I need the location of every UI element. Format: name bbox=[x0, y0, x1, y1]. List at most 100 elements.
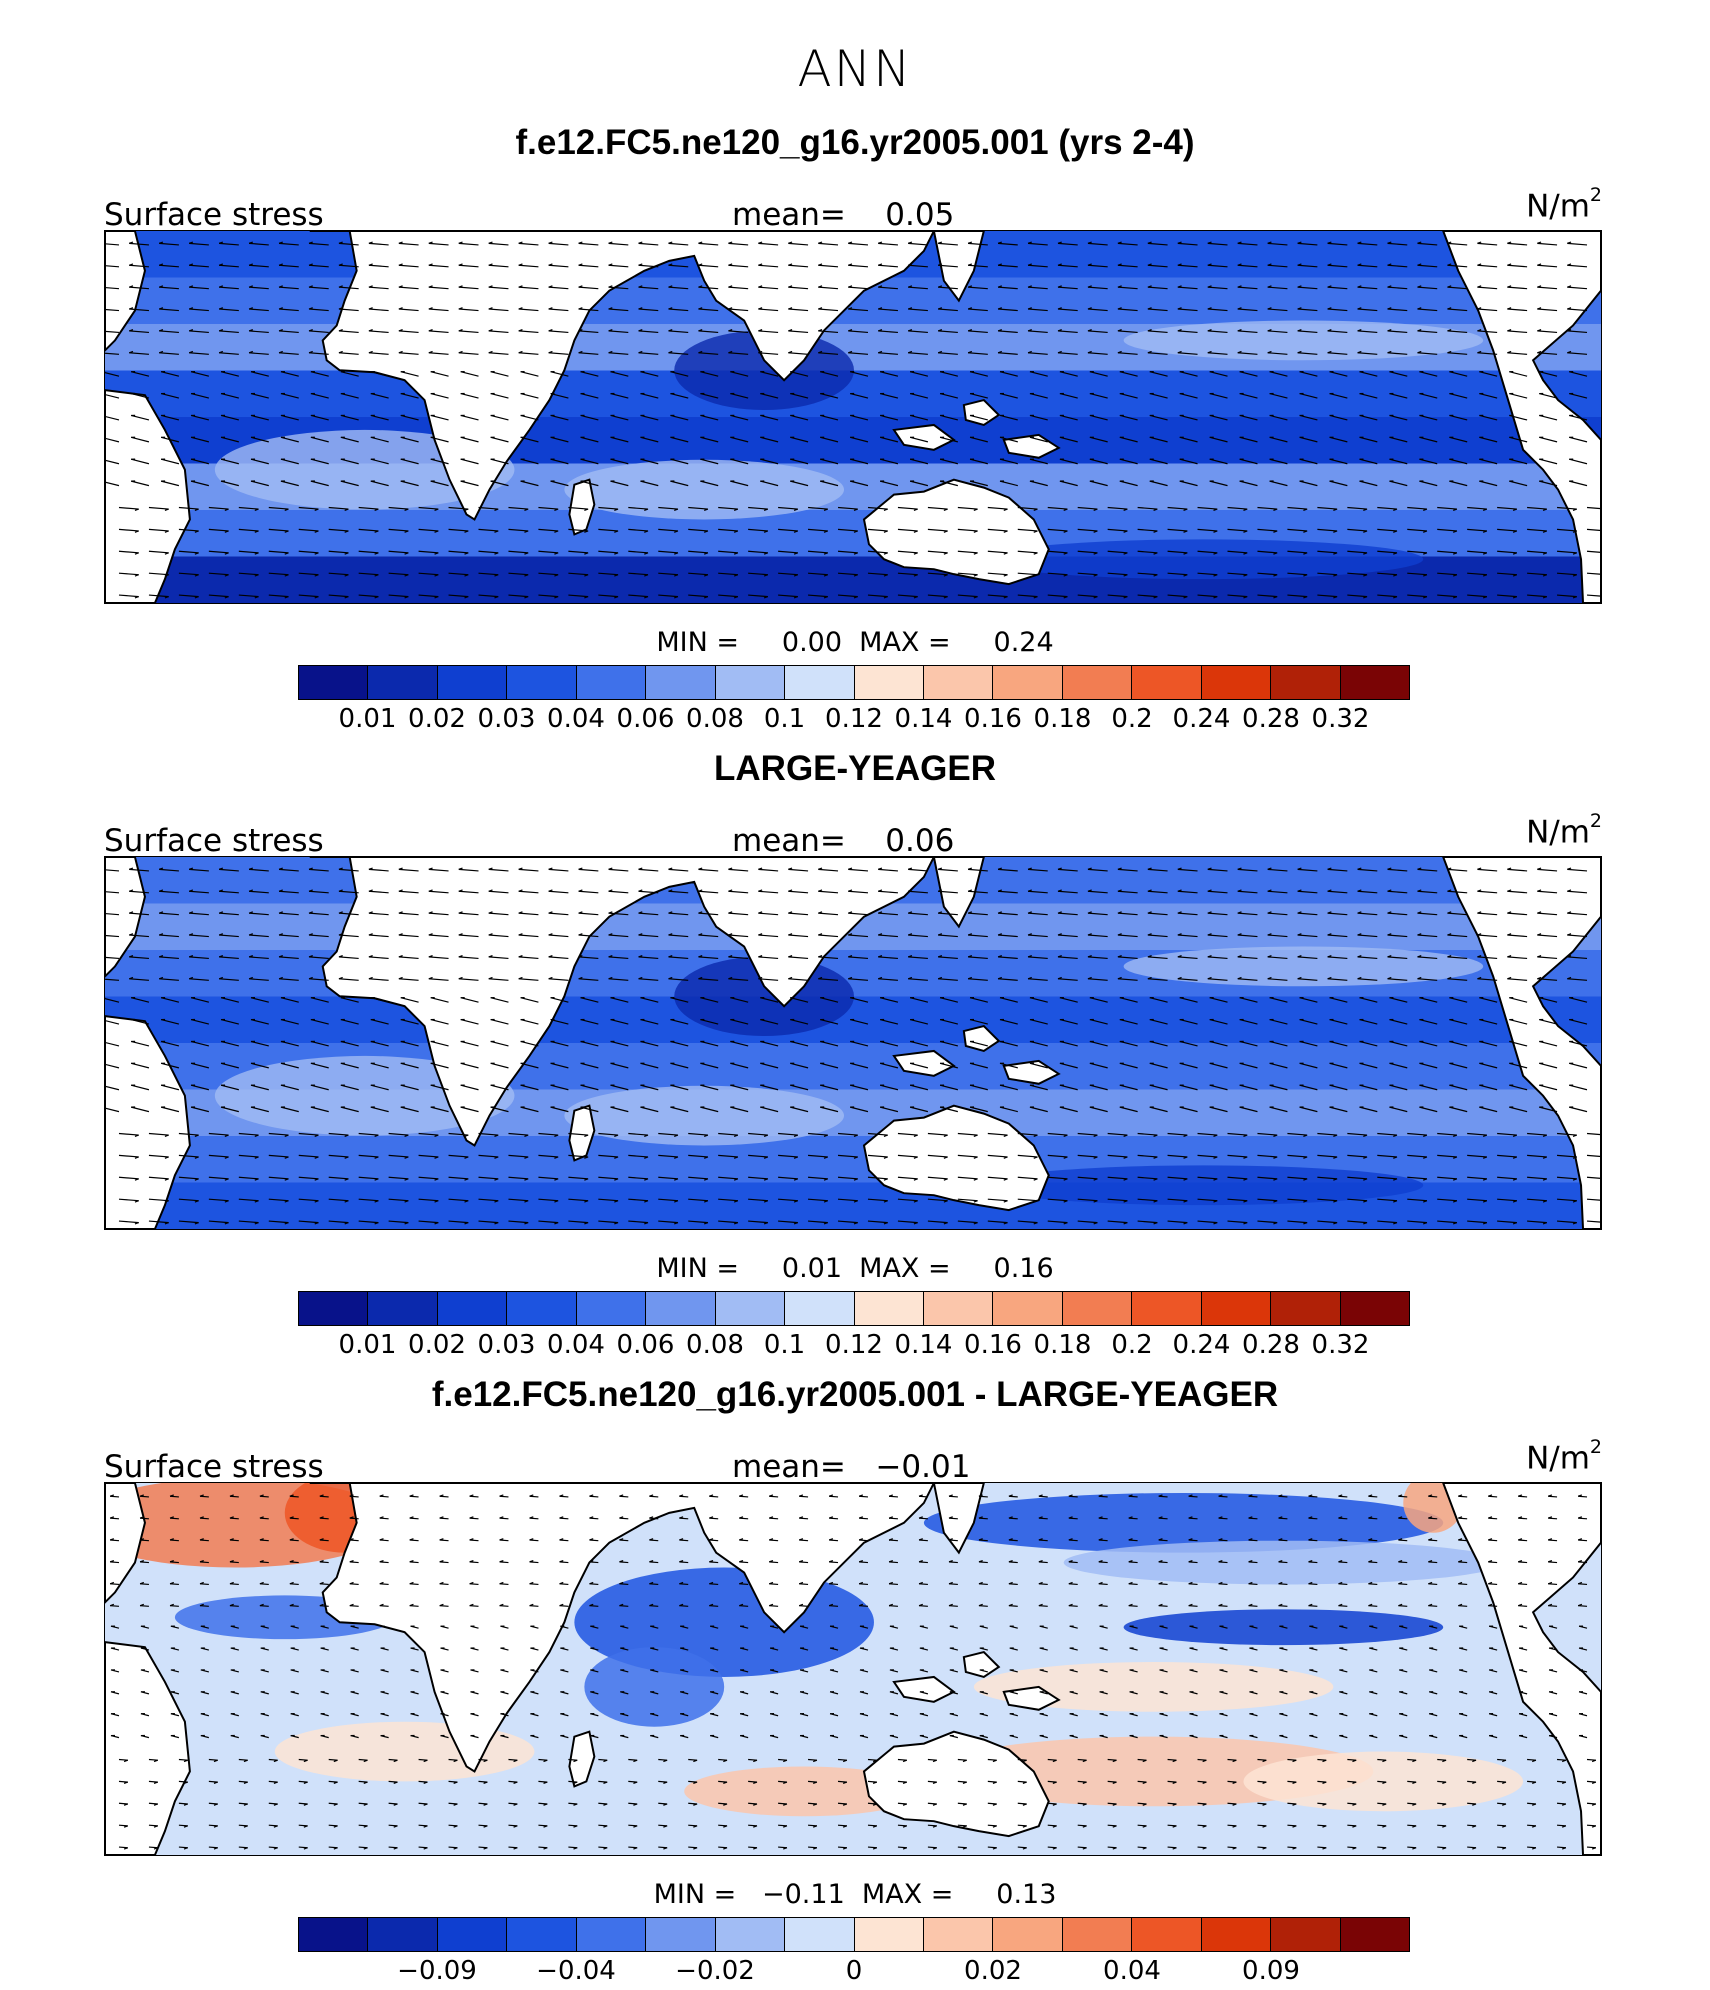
colorbar-tick-label: 0.08 bbox=[686, 1330, 744, 1360]
colorbar-tick-label: 0.02 bbox=[408, 1330, 466, 1360]
colorbar-tick-label: −0.04 bbox=[536, 1956, 616, 1986]
colorbar-tick-label: −0.02 bbox=[675, 1956, 755, 1986]
colorbar-tick-label: 0.32 bbox=[1312, 1330, 1370, 1360]
colorbar-swatch bbox=[924, 666, 993, 699]
colorbar-tick-label: 0.06 bbox=[617, 1330, 675, 1360]
colorbar-swatch bbox=[507, 1292, 576, 1325]
field-label: Surface stress bbox=[104, 197, 324, 233]
colorbar-swatch bbox=[716, 1918, 785, 1951]
colorbar-tick-label: 0.02 bbox=[964, 1956, 1022, 1986]
mean-label: mean= 0.05 bbox=[732, 197, 954, 233]
colorbar-tick-label: 0.2 bbox=[1111, 704, 1152, 734]
colorbar-swatch bbox=[716, 1292, 785, 1325]
min-max-label: MIN = 0.01 MAX = 0.16 bbox=[0, 1253, 1710, 1284]
colorbar-swatch bbox=[438, 666, 507, 699]
colorbar-tick-label: 0.06 bbox=[617, 704, 675, 734]
mean-label: mean= 0.06 bbox=[732, 823, 954, 859]
colorbar-tick-label: 0.18 bbox=[1034, 1330, 1092, 1360]
colorbar-swatch bbox=[1063, 1918, 1132, 1951]
colorbar-swatch bbox=[1063, 1292, 1132, 1325]
colorbar-swatch bbox=[507, 1918, 576, 1951]
colorbar-swatch bbox=[1132, 1918, 1201, 1951]
colorbar-tick-label: 0 bbox=[846, 1956, 863, 1986]
panel-title-diff: f.e12.FC5.ne120_g16.yr2005.001 - LARGE-Y… bbox=[0, 1375, 1710, 1415]
colorbar-swatch bbox=[785, 666, 854, 699]
colorbar-swatch bbox=[438, 1918, 507, 1951]
colorbar-tick-label: 0.28 bbox=[1242, 704, 1300, 734]
colorbar-swatch bbox=[1341, 1292, 1409, 1325]
colorbar-tick-label: 0.14 bbox=[895, 1330, 953, 1360]
min-max-label: MIN = 0.00 MAX = 0.24 bbox=[0, 627, 1710, 658]
figure-title: ANN bbox=[0, 40, 1710, 98]
colorbar-swatch bbox=[716, 666, 785, 699]
panel-title-obs: LARGE-YEAGER bbox=[0, 749, 1710, 789]
colorbar-swatch bbox=[855, 666, 924, 699]
colorbar-tick-label: 0.24 bbox=[1173, 1330, 1231, 1360]
colorbar-swatch bbox=[1271, 1292, 1340, 1325]
colorbar-tick-label: 0.1 bbox=[764, 704, 805, 734]
colorbar-swatch bbox=[1271, 666, 1340, 699]
colorbar-swatch bbox=[1202, 1918, 1271, 1951]
colorbar-tick-label: 0.14 bbox=[895, 704, 953, 734]
colorbar-tick-label: 0.03 bbox=[478, 704, 536, 734]
colorbar-tick-label: 0.28 bbox=[1242, 1330, 1300, 1360]
map-obs bbox=[104, 856, 1602, 1230]
colorbar-swatch bbox=[993, 1292, 1062, 1325]
colorbar-tick-label: 0.12 bbox=[825, 704, 883, 734]
colorbar-swatch bbox=[299, 666, 368, 699]
panel-title-model: f.e12.FC5.ne120_g16.yr2005.001 (yrs 2-4) bbox=[0, 123, 1710, 163]
colorbar bbox=[298, 1291, 1410, 1326]
colorbar-ticks: −0.09 −0.04 −0.02 0 0.02 0.04 0.09 bbox=[298, 1956, 1410, 1990]
colorbar-swatch bbox=[924, 1292, 993, 1325]
colorbar-swatch bbox=[507, 666, 576, 699]
colorbar-swatch bbox=[299, 1292, 368, 1325]
colorbar-swatch bbox=[785, 1292, 854, 1325]
colorbar-tick-label: 0.08 bbox=[686, 704, 744, 734]
colorbar-swatch bbox=[1341, 666, 1409, 699]
units-label: N/m2 bbox=[1526, 188, 1602, 224]
colorbar-swatch bbox=[1202, 1292, 1271, 1325]
colorbar-swatch bbox=[993, 666, 1062, 699]
colorbar-swatch bbox=[368, 1292, 437, 1325]
colorbar-tick-label: 0.04 bbox=[547, 1330, 605, 1360]
min-max-label: MIN = −0.11 MAX = 0.13 bbox=[0, 1879, 1710, 1910]
colorbar-swatch bbox=[785, 1918, 854, 1951]
colorbar-tick-label: 0.04 bbox=[1103, 1956, 1161, 1986]
colorbar-ticks: 0.01 0.02 0.03 0.04 0.06 0.08 0.1 0.12 0.14 0.16 0… bbox=[298, 704, 1410, 738]
colorbar-tick-label: 0.16 bbox=[964, 704, 1022, 734]
colorbar-swatch bbox=[368, 1918, 437, 1951]
colorbar-swatch bbox=[1132, 1292, 1201, 1325]
map-model bbox=[104, 230, 1602, 604]
colorbar-swatch bbox=[855, 1918, 924, 1951]
colorbar-tick-label: 0.12 bbox=[825, 1330, 883, 1360]
colorbar-tick-label: 0.32 bbox=[1312, 704, 1370, 734]
colorbar-tick-label: 0.01 bbox=[339, 1330, 397, 1360]
colorbar-tick-label: 0.04 bbox=[547, 704, 605, 734]
colorbar-tick-label: 0.16 bbox=[964, 1330, 1022, 1360]
colorbar-swatch bbox=[368, 666, 437, 699]
colorbar-tick-label: 0.02 bbox=[408, 704, 466, 734]
colorbar-tick-label: 0.01 bbox=[339, 704, 397, 734]
colorbar-swatch bbox=[855, 1292, 924, 1325]
map-diff bbox=[104, 1482, 1602, 1856]
colorbar-swatch bbox=[924, 1918, 993, 1951]
field-label: Surface stress bbox=[104, 823, 324, 859]
colorbar-tick-label: −0.09 bbox=[397, 1956, 477, 1986]
colorbar-tick-label: 0.24 bbox=[1173, 704, 1231, 734]
colorbar-swatch bbox=[438, 1292, 507, 1325]
colorbar-swatch bbox=[577, 1918, 646, 1951]
units-label: N/m2 bbox=[1526, 814, 1602, 850]
colorbar bbox=[298, 665, 1410, 700]
colorbar-tick-label: 0.09 bbox=[1242, 1956, 1300, 1986]
colorbar-swatch bbox=[646, 666, 715, 699]
colorbar-tick-label: 0.18 bbox=[1034, 704, 1092, 734]
colorbar-swatch bbox=[577, 666, 646, 699]
colorbar-swatch bbox=[1271, 1918, 1340, 1951]
colorbar-swatch bbox=[1132, 666, 1201, 699]
units-label: N/m2 bbox=[1526, 1440, 1602, 1476]
colorbar-swatch bbox=[1063, 666, 1132, 699]
mean-label: mean= −0.01 bbox=[732, 1449, 970, 1485]
colorbar bbox=[298, 1917, 1410, 1952]
colorbar-swatch bbox=[646, 1292, 715, 1325]
